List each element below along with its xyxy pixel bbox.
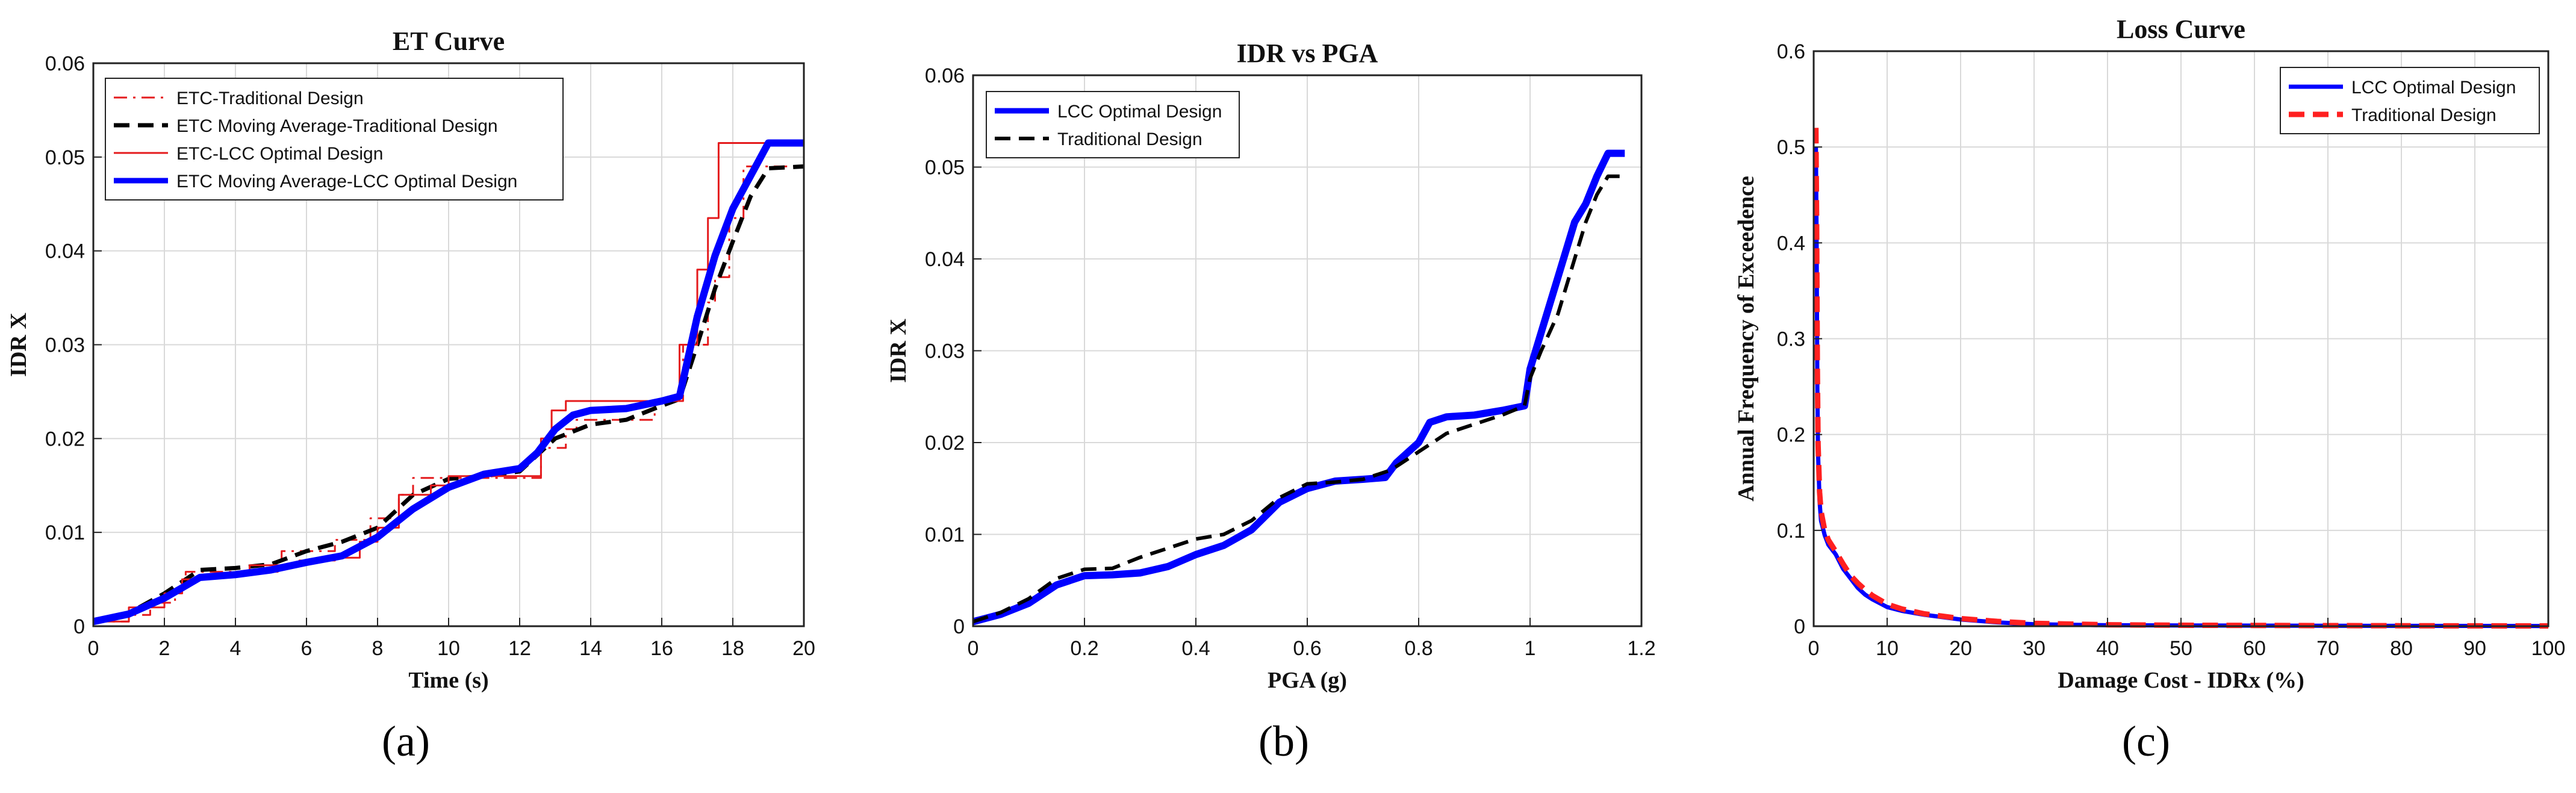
x-tick-label: 4 xyxy=(230,637,241,660)
x-tick-label: 16 xyxy=(650,637,673,660)
y-tick-label: 0.03 xyxy=(45,334,85,357)
y-tick-label: 0.2 xyxy=(1777,424,1805,447)
y-tick-label: 0.6 xyxy=(1777,40,1805,63)
x-tick-label: 2 xyxy=(159,637,170,660)
y-tick-label: 0.04 xyxy=(45,240,85,263)
legend-label: ETC-LCC Optimal Design xyxy=(176,144,383,164)
y-tick-label: 0.3 xyxy=(1777,328,1805,351)
x-axis-label: Time (s) xyxy=(408,668,488,693)
y-tick-label: 0.02 xyxy=(925,432,965,455)
x-axis-label: PGA (g) xyxy=(1268,668,1347,693)
y-tick-label: 0.4 xyxy=(1777,232,1805,255)
chart-title: ET Curve xyxy=(393,26,505,56)
x-tick-label: 0 xyxy=(1808,637,1820,660)
y-tick-label: 0.04 xyxy=(925,248,965,271)
x-tick-label: 40 xyxy=(2096,637,2119,660)
x-tick-label: 100 xyxy=(2531,637,2566,660)
x-tick-label: 80 xyxy=(2390,637,2413,660)
legend-box xyxy=(105,78,564,201)
legend-label: Traditional Design xyxy=(1057,129,1202,149)
y-tick-label: 0.06 xyxy=(925,64,965,87)
x-tick-label: 0 xyxy=(968,637,979,660)
x-tick-label: 1.2 xyxy=(1627,637,1655,660)
x-tick-label: 1 xyxy=(1525,637,1536,660)
x-tick-label: 20 xyxy=(792,637,815,660)
y-tick-label: 0.01 xyxy=(925,524,965,547)
y-tick-label: 0.05 xyxy=(925,157,965,179)
y-tick-label: 0.5 xyxy=(1777,136,1805,159)
y-tick-label: 0 xyxy=(73,615,85,638)
x-axis-label: Damage Cost - IDRx (%) xyxy=(2058,668,2304,693)
y-tick-label: 0.05 xyxy=(45,146,85,169)
y-tick-label: 0.1 xyxy=(1777,520,1805,543)
legend-label: ETC Moving Average-Traditional Design xyxy=(176,116,498,136)
x-tick-label: 0.4 xyxy=(1181,637,1210,660)
legend-label: ETC-Traditional Design xyxy=(176,89,364,108)
x-tick-label: 70 xyxy=(2316,637,2339,660)
chart-title: IDR vs PGA xyxy=(1237,39,1378,68)
legend-box xyxy=(986,91,1240,158)
x-tick-label: 0.2 xyxy=(1070,637,1098,660)
x-tick-label: 30 xyxy=(2023,637,2046,660)
legend-label: Traditional Design xyxy=(2351,105,2497,125)
x-tick-label: 60 xyxy=(2243,637,2266,660)
series-line-0 xyxy=(972,149,1625,626)
y-tick-label: 0.06 xyxy=(45,52,85,75)
x-tick-label: 90 xyxy=(2463,637,2486,660)
y-tick-label: 0 xyxy=(953,615,965,638)
x-tick-label: 12 xyxy=(508,637,531,660)
y-axis-label: IDR X xyxy=(886,319,911,383)
y-tick-label: 0.02 xyxy=(45,428,85,450)
x-tick-label: 14 xyxy=(579,637,602,660)
legend-label: LCC Optimal Design xyxy=(1057,102,1222,122)
panel-b: 0 0.2 0.4 0.6 0.8 1 1.2 0 0.01 0.02 0.03 0.04 0.05 0.… xyxy=(886,39,1656,693)
y-tick-label: 0.03 xyxy=(925,340,965,363)
y-tick-label: 0.01 xyxy=(45,521,85,544)
caption-b: (b) xyxy=(1258,717,1309,765)
x-tick-label: 8 xyxy=(372,637,384,660)
x-tick-label: 18 xyxy=(721,637,744,660)
chart-title: Loss Curve xyxy=(2117,14,2245,44)
x-tick-label: 6 xyxy=(301,637,313,660)
x-tick-label: 20 xyxy=(1949,637,1972,660)
panel-a: 0 2 4 6 8 10 12 14 16 18 20 0 0.01 0.02 0.03 0.04 0.05 0.… xyxy=(6,26,815,693)
y-axis-label: Annual Frequency of Exceedence xyxy=(1734,176,1759,502)
caption-c: (c) xyxy=(2122,717,2170,765)
x-tick-label: 50 xyxy=(2170,637,2192,660)
x-tick-label: 10 xyxy=(1876,637,1899,660)
y-axis-label: IDR X xyxy=(6,313,31,377)
series-line-3 xyxy=(92,139,804,626)
legend-box xyxy=(2280,67,2540,134)
x-tick-label: 10 xyxy=(437,637,460,660)
legend-label: ETC Moving Average-LCC Optimal Design xyxy=(176,172,517,191)
x-tick-label: 0 xyxy=(88,637,99,660)
y-tick-label: 0 xyxy=(1794,615,1805,638)
x-tick-label: 0.6 xyxy=(1293,637,1321,660)
series-line-1 xyxy=(972,174,1625,624)
legend-label: LCC Optimal Design xyxy=(2351,78,2516,98)
panel-c: 0 10 20 30 40 50 60 70 80 90 100 0 0.1 0.2 0.3 0.4 0.5 0.… xyxy=(1734,14,2566,693)
x-tick-label: 0.8 xyxy=(1404,637,1433,660)
caption-a: (a) xyxy=(382,717,430,765)
